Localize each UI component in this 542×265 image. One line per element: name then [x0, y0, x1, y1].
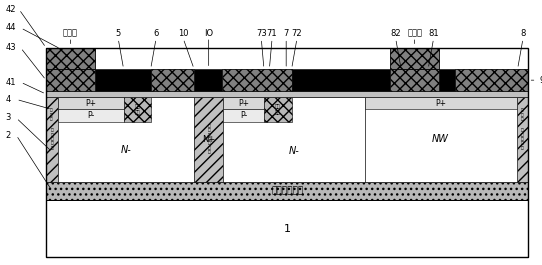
Text: 浅沟
隔离: 浅沟 隔离 — [275, 104, 281, 115]
Text: 3: 3 — [5, 113, 11, 122]
Text: P+: P+ — [435, 99, 446, 108]
Bar — [46, 69, 95, 91]
Bar — [46, 69, 528, 91]
Text: 5: 5 — [115, 29, 121, 38]
Bar — [58, 109, 124, 122]
Bar — [222, 69, 292, 91]
Text: 7: 7 — [283, 29, 289, 38]
Bar — [46, 182, 528, 200]
Text: 9: 9 — [539, 76, 542, 85]
Bar — [46, 97, 58, 182]
Text: 1: 1 — [284, 224, 291, 233]
Bar — [223, 109, 264, 122]
Bar — [223, 97, 264, 109]
Bar — [58, 97, 124, 109]
Text: 深
沟
隔
离
硅: 深 沟 隔 离 硅 — [51, 129, 53, 150]
Bar — [223, 97, 365, 182]
Bar — [264, 97, 292, 122]
Bar — [46, 200, 528, 257]
Text: 氧
化
硅: 氧 化 硅 — [521, 108, 524, 121]
Text: IO: IO — [204, 29, 213, 38]
Text: NW: NW — [432, 134, 449, 144]
Text: 接地端: 接地端 — [63, 29, 78, 38]
Bar — [365, 97, 517, 182]
Text: 深
沟
隔
离
硅
化
硅: 深 沟 隔 离 硅 化 硅 — [208, 124, 210, 154]
Text: P-: P- — [240, 111, 247, 120]
Bar — [46, 97, 528, 182]
Text: 接地端: 接地端 — [407, 29, 422, 38]
Bar — [517, 97, 528, 182]
Text: N+: N+ — [202, 135, 215, 144]
Bar — [455, 69, 528, 91]
Text: 43: 43 — [5, 43, 16, 52]
Text: 72: 72 — [292, 29, 302, 38]
Text: P-: P- — [87, 111, 94, 120]
Text: P+: P+ — [238, 99, 249, 108]
Text: 浅沟
隔离: 浅沟 隔离 — [134, 104, 140, 115]
Text: P+: P+ — [85, 99, 96, 108]
Text: 71: 71 — [267, 29, 278, 38]
Text: 42: 42 — [5, 5, 16, 14]
Text: 8: 8 — [520, 29, 526, 38]
Text: 4: 4 — [5, 95, 11, 104]
Text: N-: N- — [289, 147, 299, 156]
Bar — [390, 69, 439, 91]
Bar — [124, 97, 151, 122]
Bar — [365, 97, 517, 109]
Bar — [46, 48, 95, 69]
Text: 氧
化
硅: 氧 化 硅 — [50, 108, 53, 121]
Text: 44: 44 — [5, 23, 16, 32]
Text: N-: N- — [121, 145, 131, 155]
Bar — [151, 69, 194, 91]
Text: 二氧化硜基底: 二氧化硜基底 — [271, 186, 304, 195]
Bar — [46, 48, 528, 257]
Bar — [46, 91, 528, 97]
Text: 41: 41 — [5, 78, 16, 87]
Text: 10: 10 — [178, 29, 189, 38]
Text: 82: 82 — [390, 29, 401, 38]
Bar — [58, 97, 194, 182]
Text: 81: 81 — [428, 29, 439, 38]
Bar — [390, 48, 439, 69]
Text: 深
沟
隔
离
硅: 深 沟 隔 离 硅 — [521, 129, 524, 150]
Bar — [194, 97, 223, 182]
Text: 73: 73 — [256, 29, 267, 38]
Text: 2: 2 — [5, 131, 11, 140]
Text: 6: 6 — [153, 29, 159, 38]
